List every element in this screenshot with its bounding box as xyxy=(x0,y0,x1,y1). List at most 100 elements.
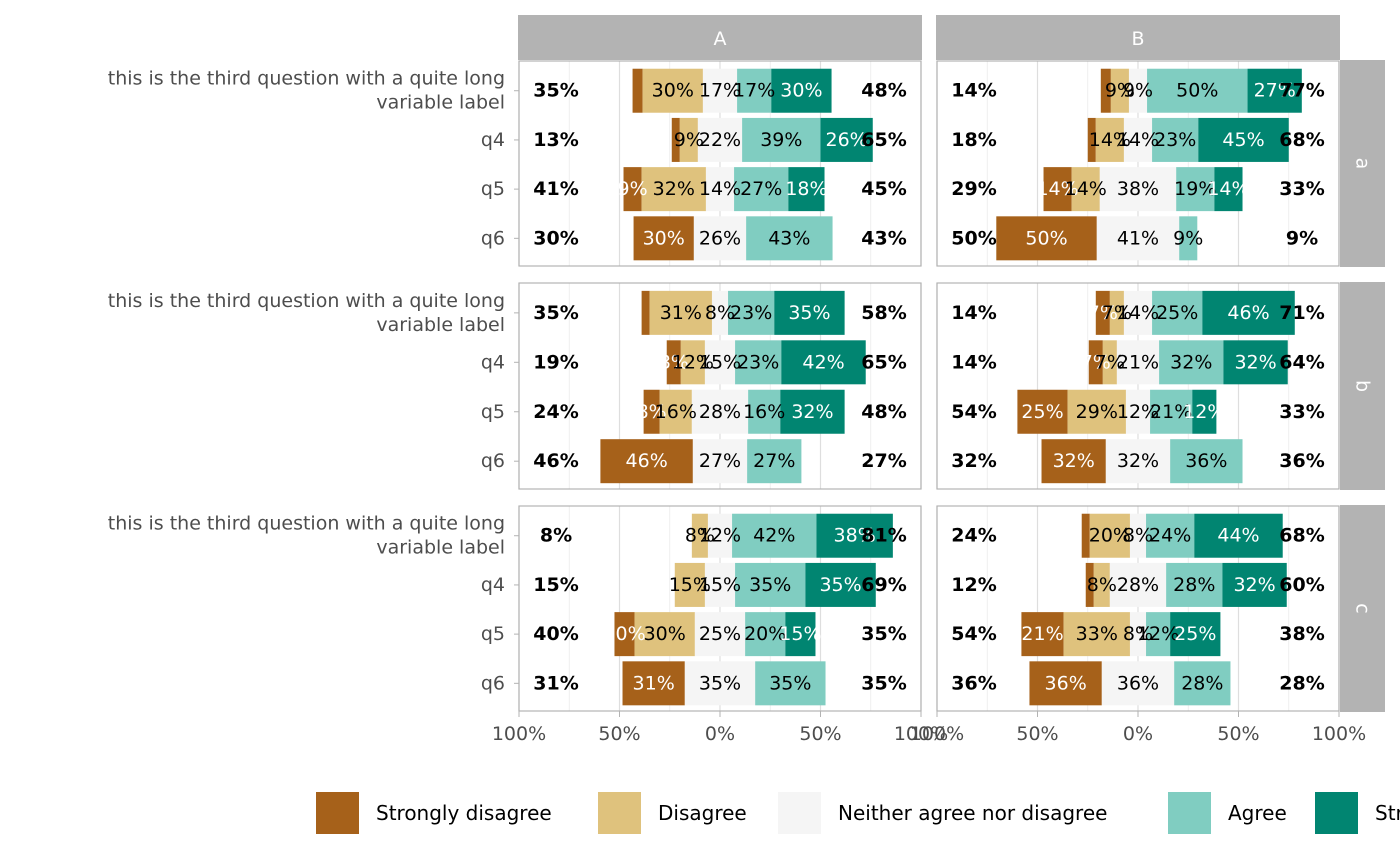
segment-label: 16% xyxy=(655,401,697,423)
bar-segment-agree xyxy=(735,562,806,607)
bar-segment-strongly-disagree xyxy=(1081,513,1090,558)
segment-label: 23% xyxy=(730,302,772,324)
bar-segment-disagree xyxy=(1109,290,1124,335)
bar-segment-neither-agree-nor-disagree xyxy=(1123,117,1153,162)
bar-segment-disagree xyxy=(649,290,712,335)
x-tick-label: 100% xyxy=(1312,723,1366,745)
segment-label: 14% xyxy=(1036,178,1078,200)
bar-segment-neither-agree-nor-disagree xyxy=(1116,340,1160,385)
x-tick-label: 100% xyxy=(894,723,948,745)
segment-label: 7% xyxy=(1088,302,1118,324)
y-axis-label: q6 xyxy=(481,227,505,249)
facet-strip-label-a: a xyxy=(1352,158,1374,170)
segment-label: 15% xyxy=(669,574,711,596)
segment-label: 43% xyxy=(768,227,810,249)
right-total-label: 58% xyxy=(861,302,906,324)
bar-segment-strongly-disagree xyxy=(1029,661,1102,706)
left-total-label: 31% xyxy=(533,672,578,694)
right-total-label: 71% xyxy=(1279,302,1324,324)
bar-segment-disagree xyxy=(691,513,708,558)
left-total-label: 19% xyxy=(533,351,578,373)
right-total-label: 64% xyxy=(1279,351,1324,373)
bar-segment-neither-agree-nor-disagree xyxy=(704,562,736,607)
legend-label: Strongly disagree xyxy=(376,801,552,825)
segment-label: 29% xyxy=(1076,401,1118,423)
left-total-label: 35% xyxy=(533,80,578,102)
panel-border xyxy=(518,282,922,490)
bar-segment-neither-agree-nor-disagree xyxy=(1099,167,1177,212)
right-total-label: 43% xyxy=(861,227,906,249)
segment-label: 32% xyxy=(1234,351,1276,373)
y-axis-label: variable label xyxy=(376,92,505,114)
left-total-label: 12% xyxy=(951,574,996,596)
bar-segment-agree xyxy=(737,68,772,113)
segment-label: 17% xyxy=(699,80,741,102)
segment-label: 32% xyxy=(1233,574,1275,596)
segment-label: 20% xyxy=(744,623,786,645)
bar-segment-neither-agree-nor-disagree xyxy=(691,389,749,434)
bar-segment-strongly-disagree xyxy=(641,290,650,335)
segment-label: 21% xyxy=(1021,623,1063,645)
legend-label: Disagree xyxy=(658,801,747,825)
y-axis-label: q6 xyxy=(481,672,505,694)
bar-segment-strongly-agree xyxy=(1202,290,1295,335)
bar-segment-neither-agree-nor-disagree xyxy=(1105,439,1171,484)
segment-label: 9% xyxy=(1105,80,1135,102)
y-axis-label: this is the third question with a quite … xyxy=(108,290,505,312)
bar-segment-strongly-agree xyxy=(774,290,845,335)
bar-segment-strongly-agree xyxy=(1170,612,1221,657)
segment-label: 45% xyxy=(1222,129,1264,151)
segment-label: 32% xyxy=(1053,450,1095,472)
segment-label: 28% xyxy=(1173,574,1215,596)
bar-segment-strongly-disagree xyxy=(1017,389,1068,434)
segment-label: 7% xyxy=(1102,302,1132,324)
facet-strip-A xyxy=(518,15,922,60)
y-axis-label: this is the third question with a quite … xyxy=(108,513,505,535)
bar-segment-strongly-agree xyxy=(816,513,893,558)
segment-label: 14% xyxy=(1089,129,1131,151)
segment-label: 26% xyxy=(699,227,741,249)
bar-segment-strongly-disagree xyxy=(1043,167,1072,212)
bar-segment-strongly-agree xyxy=(1214,167,1243,212)
legend-swatch-2 xyxy=(778,792,821,834)
segment-label: 28% xyxy=(699,401,741,423)
bar-segment-strongly-disagree xyxy=(643,389,660,434)
left-total-label: 14% xyxy=(951,80,996,102)
segment-label: 18% xyxy=(785,178,827,200)
bar-segment-agree xyxy=(742,117,821,162)
bar-segment-neither-agree-nor-disagree xyxy=(704,340,736,385)
legend-swatch-1 xyxy=(598,792,641,834)
x-tick-label: 50% xyxy=(598,723,640,745)
left-total-label: 40% xyxy=(533,623,578,645)
left-total-label: 24% xyxy=(533,401,578,423)
left-total-label: 30% xyxy=(533,227,578,249)
bar-segment-neither-agree-nor-disagree xyxy=(1096,216,1180,261)
segment-label: 30% xyxy=(643,227,685,249)
bar-segment-agree xyxy=(1147,68,1248,113)
segment-label: 25% xyxy=(1156,302,1198,324)
y-axis-label: q5 xyxy=(481,623,505,645)
segment-label: 27% xyxy=(740,178,782,200)
legend-label: Str xyxy=(1375,801,1400,825)
segment-label: 20% xyxy=(1089,525,1131,547)
bar-segment-strongly-agree xyxy=(820,117,873,162)
bar-segment-strongly-agree xyxy=(781,340,866,385)
segment-label: 33% xyxy=(1076,623,1118,645)
bar-segment-strongly-agree xyxy=(780,389,845,434)
bar-segment-neither-agree-nor-disagree xyxy=(1128,68,1148,113)
segment-label: 16% xyxy=(743,401,785,423)
bar-segment-agree xyxy=(748,389,781,434)
right-total-label: 60% xyxy=(1279,574,1324,596)
left-total-label: 14% xyxy=(951,351,996,373)
bar-segment-neither-agree-nor-disagree xyxy=(1109,562,1167,607)
segment-label: 17% xyxy=(733,80,775,102)
bar-segment-strongly-disagree xyxy=(666,340,681,385)
bar-segment-strongly-disagree xyxy=(1088,340,1103,385)
segment-label: 35% xyxy=(819,574,861,596)
segment-label: 35% xyxy=(699,672,741,694)
left-total-label: 18% xyxy=(951,129,996,151)
bar-segment-strongly-agree xyxy=(788,167,825,212)
bar-segment-strongly-disagree xyxy=(623,167,642,212)
segment-label: 25% xyxy=(699,623,741,645)
